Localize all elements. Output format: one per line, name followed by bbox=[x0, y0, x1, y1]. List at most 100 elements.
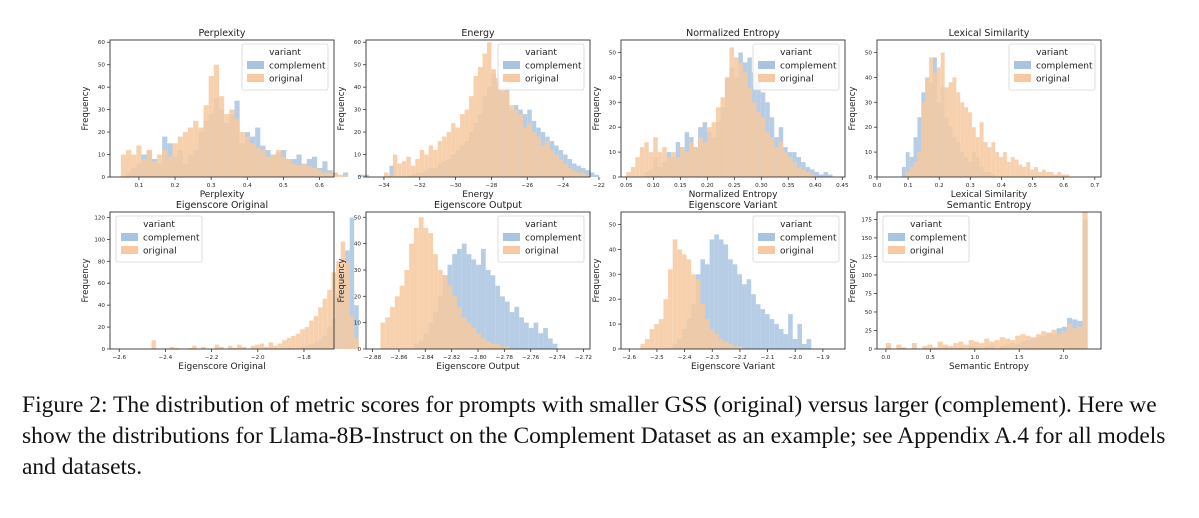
bar-original bbox=[1034, 167, 1038, 177]
legend: variant complement original bbox=[882, 215, 970, 263]
bar-complement bbox=[801, 162, 806, 177]
bar-original bbox=[707, 127, 712, 177]
bar-original bbox=[201, 346, 206, 349]
bar-original bbox=[1026, 162, 1031, 177]
bar-original bbox=[968, 112, 972, 177]
y-tick-label: 40 bbox=[354, 242, 362, 248]
y-tick-label: 60 bbox=[354, 40, 362, 46]
y-tick-label: 100 bbox=[861, 273, 872, 279]
y-tick-label: 20 bbox=[609, 125, 617, 131]
bar-original bbox=[658, 319, 664, 349]
bar-complement bbox=[788, 314, 793, 349]
bar-original bbox=[940, 52, 945, 178]
bar-original bbox=[162, 150, 168, 177]
y-tick-label: 30 bbox=[609, 100, 617, 106]
bar-original bbox=[275, 150, 281, 177]
bar-original bbox=[1030, 337, 1036, 349]
legend-title: variant bbox=[1036, 48, 1068, 58]
chart-title: Semantic Entropy bbox=[947, 200, 1032, 211]
x-tick-label: −26 bbox=[521, 183, 533, 189]
bar-original bbox=[286, 159, 292, 177]
y-tick-label: 40 bbox=[609, 247, 617, 253]
bar-original bbox=[312, 168, 318, 177]
bar-original bbox=[141, 159, 147, 177]
y-axis-label: Frequency bbox=[81, 87, 91, 131]
bar-original bbox=[774, 147, 779, 177]
bar-original bbox=[380, 322, 386, 349]
bar-original bbox=[527, 123, 532, 177]
bars-energy bbox=[383, 42, 599, 178]
bar-complement bbox=[796, 157, 802, 177]
x-tick-label: 0.6 bbox=[1059, 183, 1068, 189]
bar-complement bbox=[751, 294, 756, 349]
bar-original bbox=[495, 78, 501, 177]
bar-original bbox=[401, 161, 407, 177]
legend-label-original: original bbox=[143, 247, 177, 257]
bar-original bbox=[177, 136, 183, 177]
bar-complement bbox=[471, 259, 477, 349]
bar-complement bbox=[543, 327, 548, 349]
bar-original bbox=[626, 172, 631, 177]
bar-original bbox=[975, 137, 980, 177]
bar-original bbox=[1038, 172, 1042, 177]
y-tick-label: 40 bbox=[865, 75, 873, 81]
bar-original bbox=[418, 217, 424, 349]
y-tick-label: 10 bbox=[609, 150, 617, 156]
bar-original bbox=[192, 345, 197, 349]
bar-original bbox=[787, 157, 793, 177]
bar-original bbox=[336, 261, 341, 349]
bar-original bbox=[318, 307, 323, 349]
bar-original bbox=[265, 156, 271, 177]
bar-complement bbox=[741, 284, 747, 349]
y-tick-label: 20 bbox=[98, 130, 106, 136]
x-tick-label: −2.2 bbox=[205, 355, 219, 361]
bar-original bbox=[513, 109, 519, 177]
bar-original bbox=[944, 87, 949, 177]
bar-original bbox=[291, 335, 296, 349]
bar-original bbox=[929, 57, 933, 177]
bar-complement bbox=[389, 165, 395, 177]
bar-original bbox=[805, 172, 811, 177]
x-tick-label: 0.5 bbox=[1028, 183, 1037, 189]
bar-complement bbox=[913, 137, 918, 177]
axes-frame bbox=[109, 211, 335, 350]
bar-original bbox=[187, 347, 193, 349]
bar-original bbox=[971, 127, 976, 177]
legend: variant complement original bbox=[752, 215, 840, 263]
panel-normalized-entropy: Normalized Entropy 0.05 0.10 0.15 0.20 0.25 0.… bbox=[592, 28, 849, 200]
x-tick-label: 0.35 bbox=[782, 183, 795, 189]
bar-complement bbox=[466, 254, 472, 349]
bar-complement bbox=[509, 312, 515, 349]
bar-original bbox=[409, 243, 414, 349]
bar-original bbox=[581, 172, 586, 177]
bar-complement bbox=[746, 279, 752, 349]
x-tick-label: −2.1 bbox=[761, 355, 775, 361]
panel-eigenscore-variant: Eigenscore Variant −2.6 −2.5 −2.4 −2.3 −2.2 −2… bbox=[592, 200, 846, 372]
bar-original bbox=[385, 317, 391, 349]
y-tick-label: 30 bbox=[609, 272, 617, 278]
bar-complement bbox=[576, 165, 582, 177]
bar-original bbox=[984, 338, 990, 349]
bar-original bbox=[1003, 152, 1007, 177]
bar-original bbox=[691, 274, 696, 349]
y-tick-label: 50 bbox=[354, 63, 362, 69]
bar-original bbox=[536, 136, 541, 177]
bar-original bbox=[250, 345, 256, 349]
y-tick-label: 0 bbox=[101, 175, 105, 181]
y-tick-label: 30 bbox=[865, 100, 873, 106]
bar-original bbox=[337, 174, 343, 177]
bar-original bbox=[554, 154, 559, 177]
bar-original bbox=[476, 333, 481, 349]
legend-label-complement: complement bbox=[1036, 62, 1093, 72]
bar-original bbox=[131, 154, 137, 177]
bar-original bbox=[406, 156, 411, 177]
bar-original bbox=[394, 296, 400, 349]
y-axis-label: Frequency bbox=[81, 259, 91, 303]
bar-original bbox=[720, 97, 725, 177]
x-tick-label: −2.6 bbox=[112, 355, 126, 361]
legend-label-original: original bbox=[525, 247, 559, 257]
legend-swatch-original bbox=[121, 246, 138, 254]
y-tick-label: 0 bbox=[868, 175, 872, 181]
y-tick-label: 10 bbox=[609, 322, 617, 328]
bar-original bbox=[933, 72, 937, 177]
